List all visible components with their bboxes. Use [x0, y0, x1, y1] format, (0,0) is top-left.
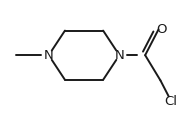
Text: N: N [44, 49, 54, 62]
Text: N: N [114, 49, 124, 62]
Text: Cl: Cl [164, 95, 177, 108]
Text: O: O [157, 23, 167, 36]
